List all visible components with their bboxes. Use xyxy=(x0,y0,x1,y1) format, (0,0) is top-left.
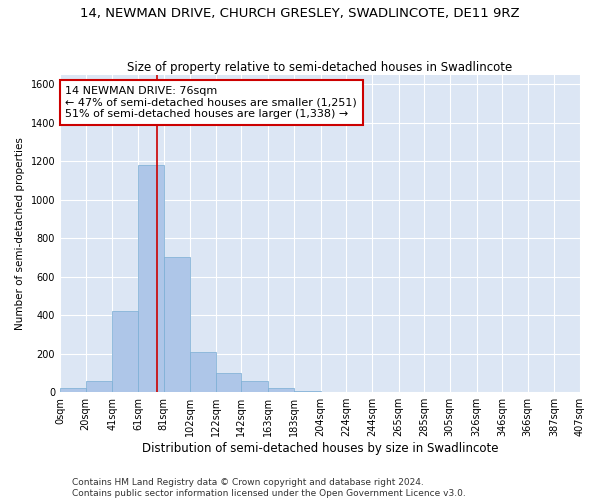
Bar xyxy=(241,380,268,392)
Bar xyxy=(294,391,320,392)
Bar xyxy=(190,352,216,392)
X-axis label: Distribution of semi-detached houses by size in Swadlincote: Distribution of semi-detached houses by … xyxy=(142,442,498,455)
Bar xyxy=(268,388,294,392)
Y-axis label: Number of semi-detached properties: Number of semi-detached properties xyxy=(15,137,25,330)
Bar xyxy=(216,373,241,392)
Title: Size of property relative to semi-detached houses in Swadlincote: Size of property relative to semi-detach… xyxy=(127,60,512,74)
Bar xyxy=(138,165,164,392)
Text: 14, NEWMAN DRIVE, CHURCH GRESLEY, SWADLINCOTE, DE11 9RZ: 14, NEWMAN DRIVE, CHURCH GRESLEY, SWADLI… xyxy=(80,8,520,20)
Bar xyxy=(164,258,190,392)
Text: Contains HM Land Registry data © Crown copyright and database right 2024.
Contai: Contains HM Land Registry data © Crown c… xyxy=(72,478,466,498)
Bar xyxy=(86,380,112,392)
Text: 14 NEWMAN DRIVE: 76sqm
← 47% of semi-detached houses are smaller (1,251)
51% of : 14 NEWMAN DRIVE: 76sqm ← 47% of semi-det… xyxy=(65,86,357,119)
Bar xyxy=(60,388,86,392)
Bar xyxy=(112,312,138,392)
